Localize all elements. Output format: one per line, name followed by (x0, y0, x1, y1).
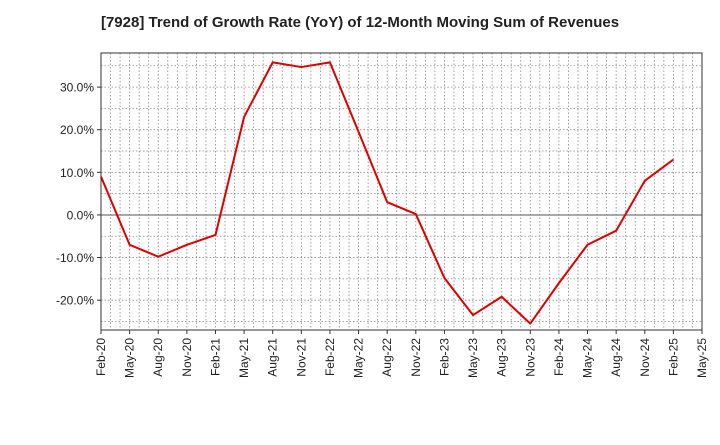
x-tick-label: Feb-21 (208, 338, 222, 376)
x-tick-label: May-24 (581, 338, 595, 378)
x-tick-label: May-22 (352, 338, 366, 378)
x-tick-label: Aug-24 (609, 338, 623, 377)
plot-frame (100, 52, 703, 331)
x-tick-label: May-20 (123, 338, 137, 378)
series-layer (100, 61, 674, 325)
y-tick-label: -20.0% (56, 294, 94, 308)
x-tick-label: Feb-23 (437, 338, 451, 376)
x-tick-label: May-21 (237, 338, 251, 378)
series-line (100, 61, 674, 325)
axis-layer (97, 52, 703, 334)
y-tick-label: -10.0% (56, 251, 94, 265)
chart-title: [7928] Trend of Growth Rate (YoY) of 12-… (100, 14, 620, 31)
x-tick-label: Feb-24 (552, 338, 566, 376)
x-tick-label: Feb-20 (94, 338, 108, 376)
y-tick-label: 30.0% (60, 81, 94, 95)
x-tick-label: Aug-22 (380, 338, 394, 377)
x-tick-label: Feb-22 (323, 338, 337, 376)
x-tick-label: Aug-23 (495, 338, 509, 377)
x-tick-label: Nov-24 (638, 338, 652, 377)
tick-label-layer: -20.0% -10.0% 0.0% 10.0% 20.0% 30.0% Feb-20 May… (56, 81, 709, 378)
x-tick-label: Nov-21 (294, 338, 308, 377)
x-tick-label: Nov-23 (523, 338, 537, 377)
x-tick-label: May-25 (695, 338, 709, 378)
grid-layer (101, 53, 702, 330)
x-tick-label: Aug-20 (151, 338, 165, 377)
y-tick-label: 20.0% (60, 123, 94, 137)
x-tick-label: Nov-20 (180, 338, 194, 377)
x-tick-label: Aug-21 (266, 338, 280, 377)
y-tick-label: 0.0% (67, 208, 95, 222)
x-tick-label: Nov-22 (409, 338, 423, 377)
x-tick-label: May-23 (466, 338, 480, 378)
y-tick-label: 10.0% (60, 166, 94, 180)
x-tick-label: Feb-25 (666, 338, 680, 376)
